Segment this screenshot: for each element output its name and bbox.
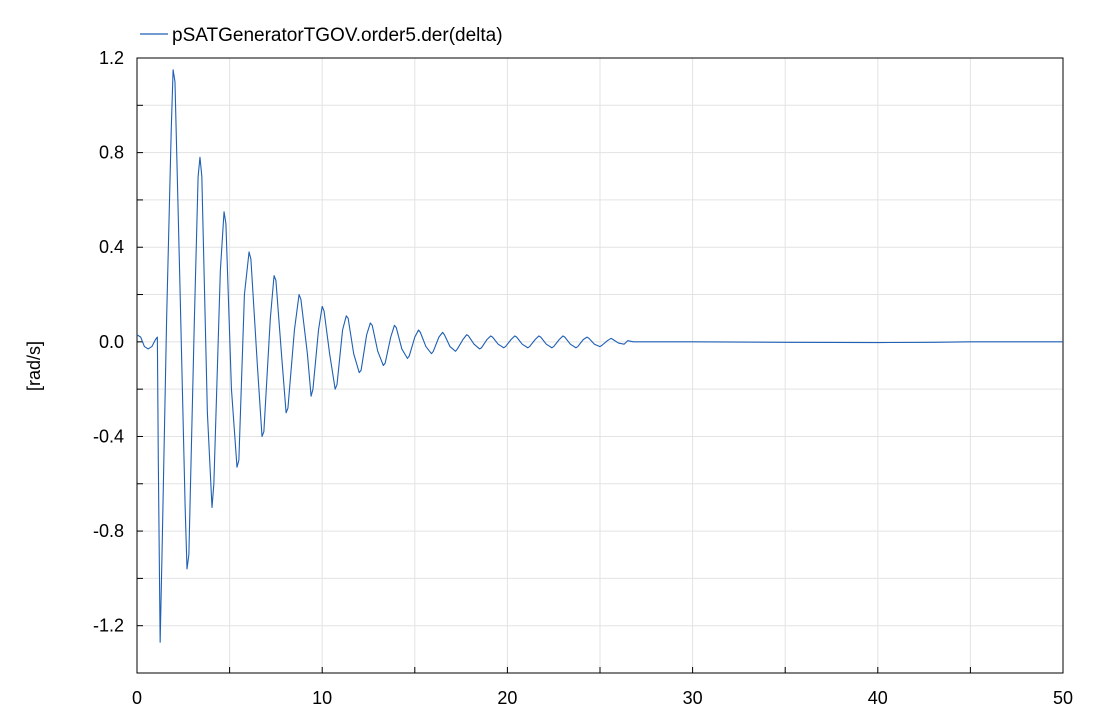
y-axis-label: [rad/s] — [24, 341, 44, 391]
x-tick-label: 20 — [497, 688, 517, 708]
x-tick-label: 50 — [1053, 688, 1073, 708]
x-tick-labels: 0 10 20 30 40 50 — [132, 688, 1073, 708]
legend-label: pSATGeneratorTGOV.order5.der(delta) — [172, 25, 503, 46]
axis-ticks — [136, 57, 1064, 674]
y-tick-label: 1.2 — [99, 48, 124, 68]
x-tick-label: 0 — [132, 688, 142, 708]
y-tick-label: 0.4 — [99, 237, 124, 257]
y-tick-label: -1.2 — [93, 616, 124, 636]
series-line — [136, 69, 1063, 643]
y-tick-label: 0.0 — [99, 332, 124, 352]
grid-lines — [136, 57, 1064, 674]
y-tick-labels: 1.2 0.8 0.4 0.0 -0.4 -0.8 -1.2 — [93, 48, 124, 636]
x-tick-label: 30 — [683, 688, 703, 708]
legend: pSATGeneratorTGOV.order5.der(delta) — [140, 25, 503, 46]
y-tick-label: -0.4 — [93, 426, 124, 446]
x-tick-label: 10 — [312, 688, 332, 708]
x-tick-label: 40 — [868, 688, 888, 708]
series-lines — [136, 69, 1063, 643]
y-tick-label: 0.8 — [99, 143, 124, 163]
y-tick-label: -0.8 — [93, 521, 124, 541]
